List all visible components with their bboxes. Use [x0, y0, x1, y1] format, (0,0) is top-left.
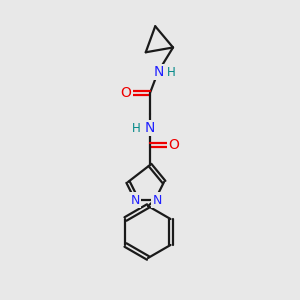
- Text: N: N: [154, 65, 164, 79]
- Text: O: O: [121, 86, 131, 100]
- Text: N: N: [130, 194, 140, 206]
- Text: N: N: [152, 194, 162, 206]
- Text: O: O: [169, 138, 179, 152]
- Text: H: H: [167, 65, 176, 79]
- Text: H: H: [132, 122, 141, 134]
- Text: N: N: [145, 121, 155, 135]
